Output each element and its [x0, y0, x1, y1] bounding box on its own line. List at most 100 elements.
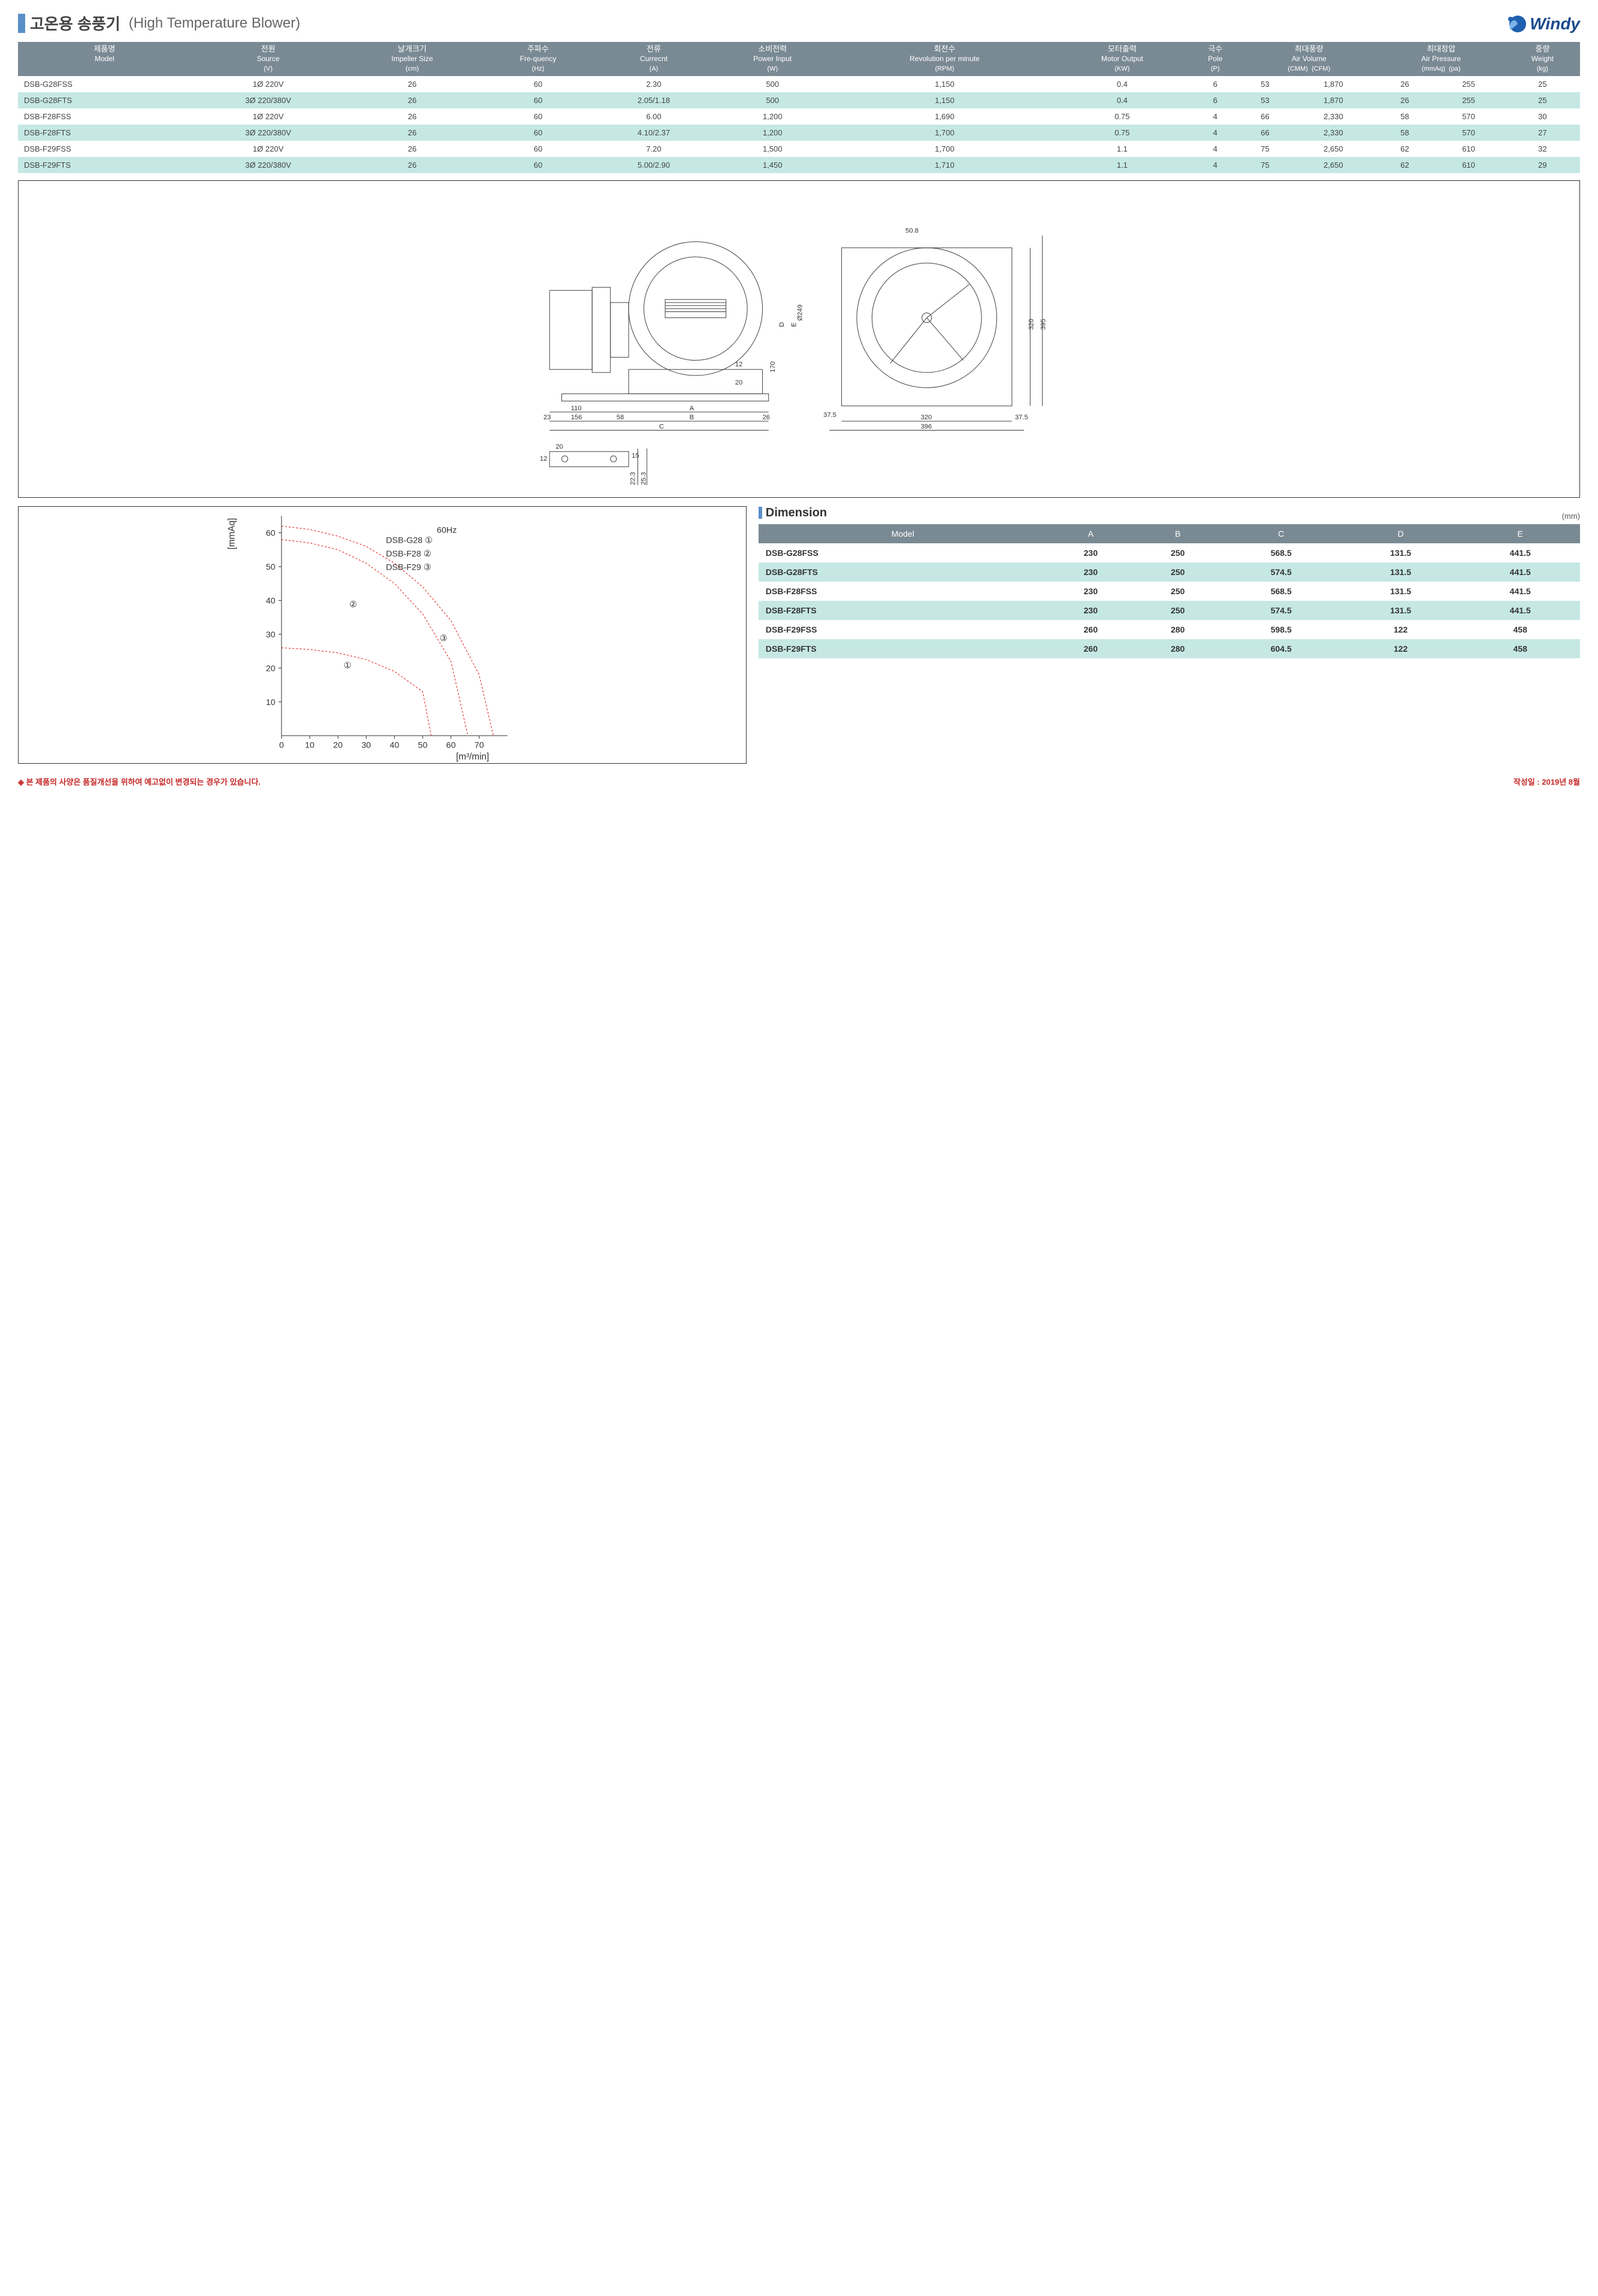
- spec-cell: 1,690: [835, 108, 1055, 125]
- svg-text:25.3: 25.3: [641, 472, 648, 485]
- header: 고온용 송풍기 (High Temperature Blower) Windy: [18, 12, 1580, 36]
- svg-text:③: ③: [440, 634, 448, 643]
- dim-cell: DSB-F29FTS: [759, 639, 1047, 658]
- spec-cell: DSB-F28FTS: [18, 125, 191, 141]
- dim-cell: DSB-F29FSS: [759, 620, 1047, 639]
- svg-text:[mmAq]: [mmAq]: [226, 518, 237, 550]
- spec-cell: DSB-F29FSS: [18, 141, 191, 157]
- svg-text:DSB-F29 ③: DSB-F29 ③: [386, 562, 431, 572]
- spec-cell: 1,700: [835, 125, 1055, 141]
- dim-cell: 604.5: [1221, 639, 1341, 658]
- dim-cell: 131.5: [1341, 562, 1461, 582]
- svg-text:37.5: 37.5: [1015, 414, 1028, 421]
- spec-cell: 62: [1378, 157, 1433, 173]
- svg-text:D: D: [778, 322, 786, 326]
- spec-table-header: 제품명Model 전원Source(V)날개크기Impeller Size(cm…: [18, 42, 1580, 76]
- spec-cell: 3Ø 220/380V: [191, 157, 346, 173]
- svg-text:Ø249: Ø249: [797, 304, 804, 320]
- lower-section: 010203040506070102030405060[m³/min][mmAq…: [18, 506, 1580, 764]
- svg-text:60: 60: [446, 740, 456, 750]
- spec-cell: 26: [345, 92, 479, 108]
- dim-cell: 260: [1047, 620, 1134, 639]
- spec-col-header: 극수Pole(P): [1190, 42, 1241, 76]
- spec-col-header: 소비전력Power Input(W): [711, 42, 835, 76]
- svg-text:DSB-F28 ②: DSB-F28 ②: [386, 549, 431, 559]
- svg-text:170: 170: [769, 361, 777, 373]
- spec-cell: 1,500: [711, 141, 835, 157]
- spec-col-header: 최대풍량Air Volume(CMM) (CFM): [1241, 42, 1378, 76]
- svg-text:DSB-G28 ①: DSB-G28 ①: [386, 536, 433, 545]
- svg-text:20: 20: [735, 379, 742, 386]
- dim-cell: 230: [1047, 562, 1134, 582]
- spec-cell: 1,150: [835, 76, 1055, 92]
- spec-cell: 255: [1432, 92, 1505, 108]
- title-block: 고온용 송풍기 (High Temperature Blower): [18, 12, 300, 34]
- spec-cell: 1Ø 220V: [191, 76, 346, 92]
- drawing-svg: 50.8 Ø249 320 395 37.5 320 396 37.5 23 1…: [19, 181, 1579, 497]
- svg-text:50: 50: [418, 740, 428, 750]
- spec-cell: 2,650: [1289, 141, 1378, 157]
- dim-row: DSB-F29FTS260280604.5122458: [759, 639, 1580, 658]
- spec-cell: 75: [1241, 141, 1289, 157]
- spec-cell: 26: [1378, 76, 1433, 92]
- spec-cell: DSB-G28FTS: [18, 92, 191, 108]
- svg-text:320: 320: [921, 414, 932, 421]
- dim-cell: DSB-G28FTS: [759, 562, 1047, 582]
- dim-cell: 230: [1047, 543, 1134, 562]
- svg-text:37.5: 37.5: [823, 412, 836, 419]
- svg-text:A: A: [690, 405, 694, 412]
- svg-text:60: 60: [266, 528, 276, 538]
- spec-cell: 26: [345, 125, 479, 141]
- spec-cell: 7.20: [597, 141, 710, 157]
- spec-cell: 58: [1378, 108, 1433, 125]
- spec-cell: 66: [1241, 108, 1289, 125]
- spec-cell: 0.4: [1055, 76, 1189, 92]
- svg-text:10: 10: [266, 698, 276, 707]
- spec-col-header: 회전수Revolution per minute(RPM): [835, 42, 1055, 76]
- dim-col-header: D: [1341, 524, 1461, 543]
- spec-cell: 1.1: [1055, 157, 1189, 173]
- svg-text:12: 12: [735, 361, 742, 368]
- performance-chart: 010203040506070102030405060[m³/min][mmAq…: [18, 506, 747, 764]
- dim-cell: 230: [1047, 582, 1134, 601]
- dimension-block: Dimension (mm) ModelABCDE DSB-G28FSS2302…: [759, 506, 1580, 764]
- dim-unit: (mm): [1562, 512, 1580, 521]
- spec-cell: 4: [1190, 141, 1241, 157]
- spec-col-header: 모터출력Motor Output(KW): [1055, 42, 1189, 76]
- spec-row: DSB-G28FSS1Ø 220V26602.305001,1500.46531…: [18, 76, 1580, 92]
- spec-table: 제품명Model 전원Source(V)날개크기Impeller Size(cm…: [18, 42, 1580, 173]
- spec-cell: 26: [345, 76, 479, 92]
- spec-row: DSB-F28FTS3Ø 220/380V26604.10/2.371,2001…: [18, 125, 1580, 141]
- dim-cell: 122: [1341, 620, 1461, 639]
- title-english: (High Temperature Blower): [129, 15, 300, 32]
- svg-text:23: 23: [543, 414, 551, 421]
- dim-cell: 441.5: [1460, 582, 1580, 601]
- spec-cell: 60: [479, 141, 597, 157]
- spec-cell: 66: [1241, 125, 1289, 141]
- dimension-title: Dimension: [759, 506, 827, 520]
- spec-cell: 53: [1241, 92, 1289, 108]
- svg-text:E: E: [790, 322, 798, 326]
- spec-cell: 6: [1190, 76, 1241, 92]
- dim-cell: 230: [1047, 601, 1134, 620]
- dim-cell: 250: [1134, 601, 1221, 620]
- spec-cell: 60: [479, 125, 597, 141]
- spec-cell: 0.4: [1055, 92, 1189, 108]
- spec-cell: 26: [345, 108, 479, 125]
- svg-text:①: ①: [343, 661, 351, 670]
- spec-cell: 27: [1505, 125, 1580, 141]
- dim-col-header: Model: [759, 524, 1047, 543]
- spec-cell: DSB-F29FTS: [18, 157, 191, 173]
- dim-cell: 568.5: [1221, 582, 1341, 601]
- dim-cell: DSB-G28FSS: [759, 543, 1047, 562]
- dim-cell: 441.5: [1460, 601, 1580, 620]
- svg-text:10: 10: [305, 740, 315, 750]
- dim-cell: 250: [1134, 543, 1221, 562]
- title-accent-bar: [18, 14, 25, 33]
- spec-cell: 26: [345, 157, 479, 173]
- spec-cell: 1,150: [835, 92, 1055, 108]
- spec-table-body: DSB-G28FSS1Ø 220V26602.305001,1500.46531…: [18, 76, 1580, 173]
- dim-cell: 260: [1047, 639, 1134, 658]
- brand-logo: Windy: [1502, 12, 1580, 36]
- dim-title-text: Dimension: [766, 506, 827, 520]
